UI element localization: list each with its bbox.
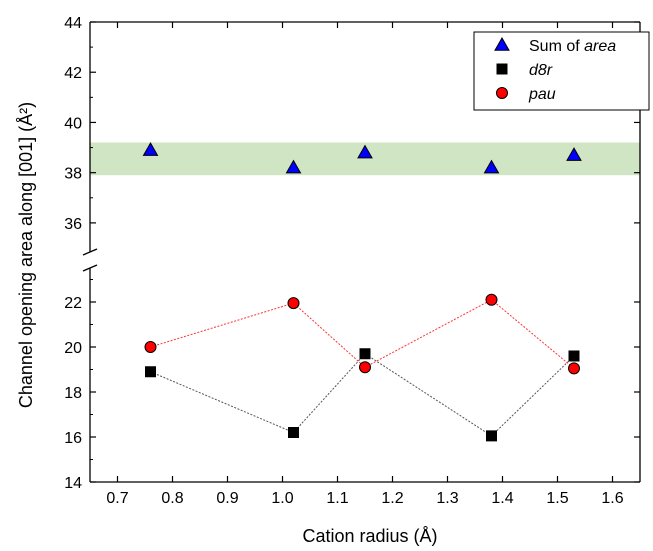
x-tick-label: 0.8: [161, 490, 183, 507]
x-tick-label: 1.0: [271, 490, 293, 507]
x-tick-label: 1.6: [601, 490, 623, 507]
x-tick-label: 1.2: [381, 490, 403, 507]
y-tick-label: 40: [64, 115, 82, 132]
axis-break-mark: [82, 248, 98, 256]
data-point-d8r: [486, 430, 497, 442]
data-point-sum-of-area: [357, 144, 373, 159]
data-point-pau: [485, 293, 498, 306]
data-point-d8r: [145, 366, 156, 378]
x-tick-label: 1.5: [546, 490, 568, 507]
legend-label: pau: [528, 86, 556, 103]
legend-label: d8r: [529, 62, 553, 79]
y-tick-label: 42: [64, 65, 82, 82]
y-tick-label: 14: [64, 475, 82, 492]
data-point-d8r: [288, 427, 299, 438]
data-point-d8r: [568, 350, 580, 362]
legend-label: Sum of area: [529, 38, 616, 55]
x-tick-label: 1.4: [491, 490, 513, 507]
legend-marker: [494, 36, 510, 51]
data-point-pau: [568, 362, 580, 375]
y-tick-label: 22: [64, 295, 82, 312]
data-point-sum-of-area: [566, 147, 582, 161]
y-tick-label: 38: [64, 166, 82, 183]
data-point-sum-of-area: [142, 142, 159, 156]
data-point-d8r: [359, 348, 371, 360]
x-tick-label: 1.1: [326, 490, 348, 507]
x-axis-title: Cation radius (Å): [302, 526, 437, 546]
y-tick-label: 44: [64, 15, 82, 32]
legend-marker: [496, 87, 508, 99]
data-point-sum-of-area: [285, 159, 302, 174]
data-point-sum-of-area: [483, 159, 500, 174]
axis-break-mark: [82, 264, 98, 272]
x-tick-label: 0.7: [106, 490, 128, 507]
x-tick-label: 0.9: [216, 490, 238, 507]
data-point-pau: [359, 361, 371, 374]
legend-marker: [496, 63, 508, 75]
x-tick-label: 1.3: [436, 490, 458, 507]
data-point-pau: [144, 341, 157, 353]
y-tick-label: 20: [64, 340, 82, 357]
y-axis-title: Channel opening area along [001] (Å²): [16, 102, 36, 408]
y-tick-label: 36: [64, 216, 82, 233]
y-tick-label: 18: [64, 385, 82, 402]
y-tick-label: 16: [64, 430, 82, 447]
data-point-pau: [287, 297, 300, 310]
